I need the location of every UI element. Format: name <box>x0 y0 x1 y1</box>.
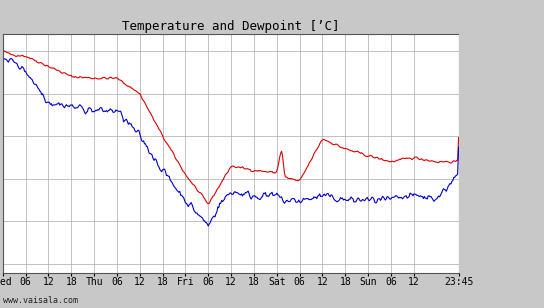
Text: www.vaisala.com: www.vaisala.com <box>3 296 78 305</box>
Title: Temperature and Dewpoint [’C]: Temperature and Dewpoint [’C] <box>122 20 339 33</box>
